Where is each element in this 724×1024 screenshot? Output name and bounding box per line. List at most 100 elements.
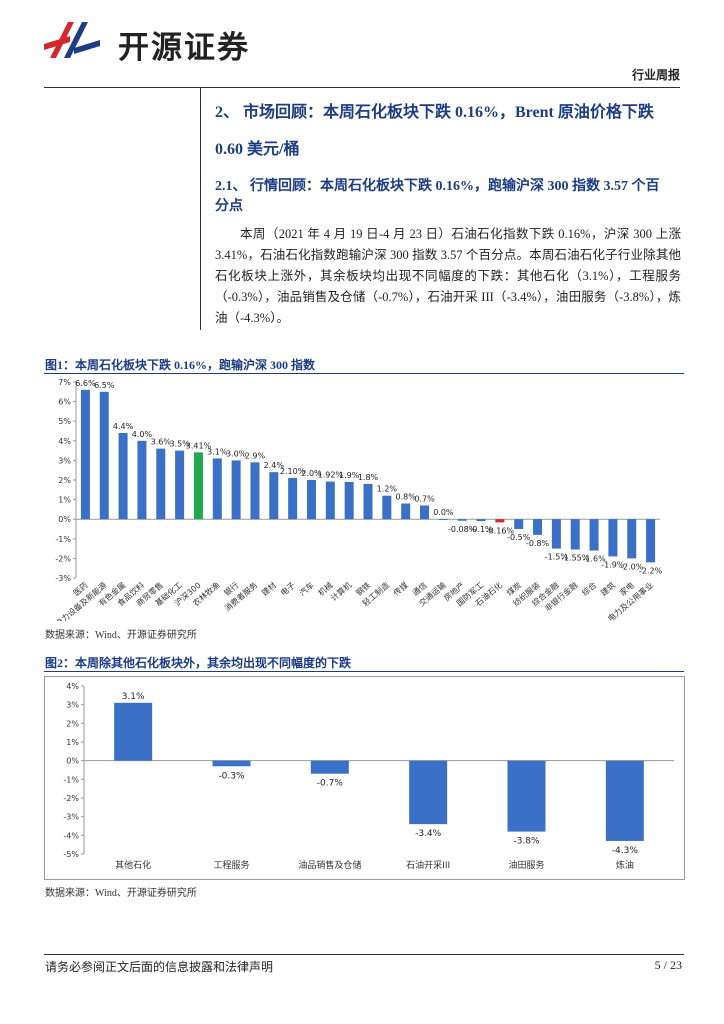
bar (401, 503, 411, 520)
caption-rule (44, 373, 684, 374)
bar (156, 448, 166, 520)
y-tick-label: -3% (63, 813, 79, 822)
value-label: 6.5% (94, 381, 115, 390)
value-label: 2.4% (264, 461, 285, 470)
header-rule (44, 87, 680, 88)
bar (457, 519, 467, 521)
bar (212, 760, 251, 767)
value-label: 0.8% (396, 493, 417, 502)
bar (608, 519, 618, 557)
figure-caption: 图1：本周石化板块下跌 0.16%，跑输沪深 300 指数 (45, 358, 316, 372)
x-tick-label: 综合 (580, 580, 599, 598)
value-label: 0.0% (433, 508, 454, 517)
x-tick-label: 建材 (259, 580, 278, 598)
bar (193, 452, 203, 520)
value-label: 3.0% (226, 449, 247, 458)
value-label: 3.1% (122, 692, 145, 702)
y-tick-label: -2% (63, 794, 79, 803)
bar (605, 760, 644, 841)
value-label: -2.2% (639, 566, 663, 575)
page-number: 5 / 23 (654, 958, 682, 972)
value-label: 1.9% (339, 471, 360, 480)
y-tick-label: 1% (58, 496, 71, 505)
value-label: 2.9% (245, 451, 266, 460)
y-tick-label: -4% (63, 831, 79, 840)
value-label: -0.5% (507, 533, 531, 542)
bar (420, 505, 430, 520)
y-tick-label: -5% (63, 850, 79, 859)
bar (306, 480, 316, 520)
value-label: -1.55% (561, 554, 590, 563)
value-label: 1.2% (377, 485, 398, 494)
value-label: -3.8% (513, 837, 540, 847)
value-label: 4.0% (132, 430, 153, 439)
value-label: 1.92% (318, 471, 344, 480)
value-label: -0.1% (469, 525, 493, 534)
value-label: 1.8% (358, 473, 379, 482)
bar (507, 760, 546, 832)
value-label: -0.7% (317, 779, 344, 789)
side-rule (200, 88, 201, 330)
y-tick-label: 4% (58, 437, 71, 446)
bar (114, 702, 153, 761)
bar (551, 519, 561, 549)
y-tick-label: 5% (58, 417, 71, 426)
value-label: -0.8% (526, 539, 550, 548)
value-label: -1.6% (582, 555, 606, 564)
bar (409, 760, 448, 825)
x-tick-label: 电子 (278, 580, 297, 598)
value-label: 2.0% (301, 469, 322, 478)
figure-source: 数据来源：Wind、开源证券研究所 (45, 630, 197, 641)
y-tick-label: 6% (58, 398, 71, 407)
y-tick-label: 4% (66, 682, 79, 691)
value-label: 6.6% (75, 379, 96, 388)
bar (250, 462, 260, 520)
y-tick-label: -3% (55, 574, 71, 583)
y-tick-label: 3% (58, 456, 71, 465)
bar (325, 481, 335, 520)
x-tick-label: 石油开采III (406, 859, 450, 871)
bar (476, 519, 486, 522)
bar (363, 483, 373, 520)
y-tick-label: -1% (55, 535, 71, 544)
bar (175, 450, 185, 520)
value-label: 4.4% (113, 422, 134, 431)
bar (627, 519, 637, 559)
bar (495, 519, 505, 523)
value-label: 2.10% (280, 467, 306, 476)
x-tick-label: 油品销售及仓储 (298, 859, 361, 871)
bar (570, 519, 580, 550)
footer-rule (44, 954, 684, 955)
figure-caption: 图2：本周除其他石化板块外，其余均出现不同幅度的下跌 (45, 656, 352, 670)
value-label: -1.5% (545, 553, 569, 562)
subheading-line: 分点 (215, 199, 243, 214)
value-label: 3.41% (186, 441, 212, 450)
y-tick-label: 2% (58, 476, 71, 485)
caption-rule (44, 671, 684, 672)
paragraph: 本周（2021 年 4 月 19 日-4 月 23 日）石油石化指数下跌 0.1… (215, 227, 681, 325)
y-tick-label: -2% (55, 554, 71, 563)
value-label: 3.6% (151, 438, 172, 447)
footer-disclaimer: 请务必参阅正文后面的信息披露和法律声明 (45, 960, 274, 974)
bar (288, 478, 298, 520)
value-label: -3.4% (415, 829, 442, 839)
bar (514, 519, 524, 529)
subheading-line: 2.1、 行情回顾：本周石化板块下跌 0.16%，跑输沪深 300 指数 3.5… (215, 179, 660, 194)
y-tick-label: 0% (58, 515, 71, 524)
bar (344, 481, 354, 520)
figure-source: 数据来源：Wind、开源证券研究所 (45, 888, 197, 899)
bar (80, 389, 90, 520)
x-tick-label: 油田服务 (508, 859, 544, 871)
value-label: -0.08% (448, 525, 477, 534)
y-tick-label: 2% (66, 719, 79, 728)
bar (137, 440, 147, 520)
bar (438, 519, 448, 520)
chart: -5% -4% -3% -2% -1% 0% 1% 2% 3% 4% 3.1% 其他石化 -0.3% 工程… (44, 676, 685, 880)
y-tick-label: 1% (66, 738, 79, 747)
x-tick-label: 计算机 (329, 580, 354, 603)
y-tick-label: 3% (66, 701, 79, 710)
value-label: -2.0% (620, 562, 644, 571)
x-tick-label: 炼油 (616, 859, 634, 871)
x-tick-label: 汽车 (297, 580, 316, 598)
